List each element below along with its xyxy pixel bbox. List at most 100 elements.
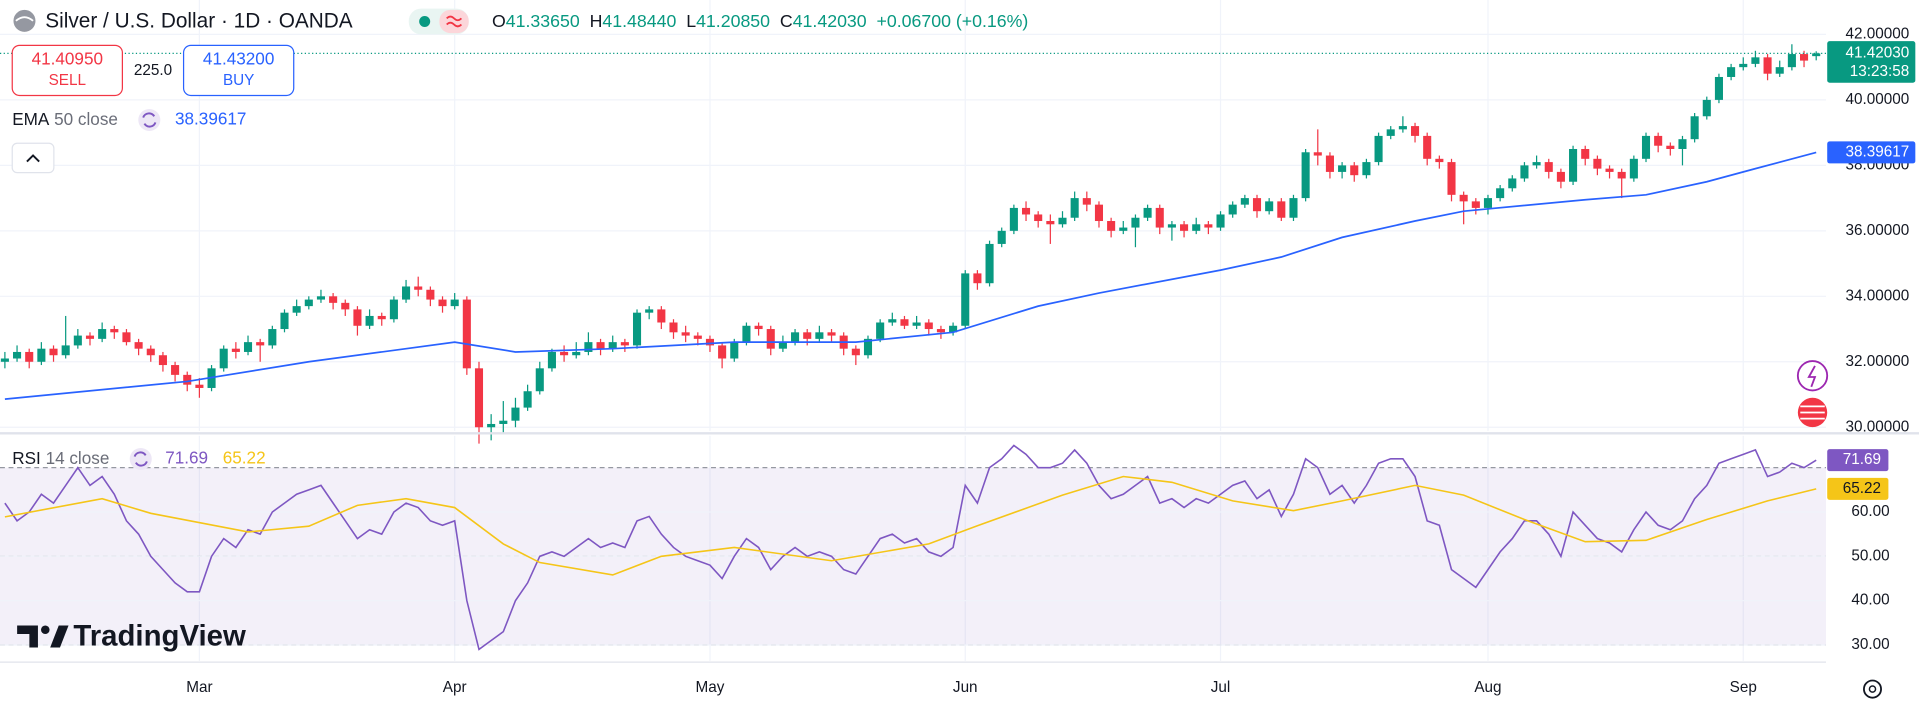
- candle-body: [560, 351, 569, 356]
- candle-body: [620, 342, 629, 346]
- candle-body: [936, 329, 945, 333]
- candle-body: [1325, 155, 1334, 172]
- settings-icon[interactable]: [1863, 679, 1882, 699]
- candle-body: [231, 348, 240, 352]
- candle-body: [997, 230, 1006, 244]
- ema-settings-icon[interactable]: [138, 108, 161, 132]
- x-tick-label: Jul: [1211, 679, 1231, 696]
- candle-body: [1544, 162, 1553, 172]
- y-tick-label: 32.00000: [1845, 353, 1909, 370]
- candle-body: [900, 319, 909, 326]
- buy-price[interactable]: 41.43200: [203, 49, 274, 69]
- candle-body: [1374, 135, 1383, 163]
- candle-body: [1714, 76, 1723, 100]
- ohlc-value: 41.48440: [602, 11, 676, 31]
- candle-body: [1447, 162, 1456, 195]
- collapse-button[interactable]: [11, 142, 55, 174]
- candle-body: [353, 309, 362, 326]
- candle-body: [85, 335, 95, 339]
- candle-body: [61, 345, 70, 356]
- candle-body: [1252, 198, 1262, 212]
- candle-body: [754, 325, 763, 330]
- candle-body: [256, 342, 265, 346]
- candle-body: [462, 299, 471, 369]
- brand-logo[interactable]: TradingView: [17, 619, 246, 652]
- candle-body: [1058, 217, 1067, 225]
- candle-body: [329, 296, 338, 303]
- rsi-settings-icon[interactable]: [129, 447, 152, 471]
- symbol-title[interactable]: Silver / U.S. Dollar · 1D · OANDA: [45, 10, 353, 33]
- candle-body: [1727, 67, 1736, 77]
- candle-body: [973, 273, 982, 284]
- candle-body: [389, 299, 398, 320]
- candle-body: [876, 322, 885, 339]
- candle-body: [1094, 204, 1104, 222]
- candle-body: [1350, 165, 1359, 176]
- ema-value: 38.39617: [175, 109, 246, 129]
- y-tick-label: 34.00000: [1845, 287, 1909, 304]
- ohlc-value: 41.33650: [506, 11, 580, 31]
- candle-body: [316, 296, 326, 300]
- rsi-tick-label: 40.00: [1851, 592, 1889, 609]
- candle-body: [1617, 171, 1626, 179]
- candle-body: [1180, 224, 1189, 231]
- x-tick-label: May: [696, 679, 725, 696]
- candle-body: [1143, 207, 1152, 218]
- ema-pill: [1827, 141, 1916, 164]
- candle-body: [304, 299, 313, 307]
- rsi-value: 71.69: [165, 448, 208, 468]
- marks-layer: [0, 44, 1826, 651]
- candle-body: [985, 243, 994, 284]
- labels-layer: Mar Apr May Jun Jul Aug Sep 30.00000 32.00000 34.…: [186, 25, 1916, 696]
- rsi-name: RSI: [12, 448, 41, 468]
- candle-body: [1265, 201, 1274, 212]
- candle-body: [1082, 198, 1091, 205]
- change: +0.06700 (+0.16%): [876, 11, 1028, 31]
- candle-body: [1289, 198, 1298, 218]
- candle-body: [912, 322, 921, 326]
- sell-label[interactable]: SELL: [49, 72, 86, 89]
- rsi-ma-value: 65.22: [223, 448, 266, 468]
- candle-body: [1569, 148, 1578, 182]
- candle-body: [450, 299, 459, 307]
- last-price-pill: [1827, 41, 1916, 83]
- candle-body: [608, 342, 617, 349]
- logo-dot: [40, 625, 50, 635]
- candle-body: [1605, 168, 1614, 172]
- buy-button[interactable]: 41.43200 BUY: [182, 44, 295, 97]
- candle-body: [1398, 126, 1407, 130]
- candle-body: [25, 351, 34, 362]
- candle-body: [1641, 135, 1651, 159]
- candle-body: [438, 299, 447, 307]
- candle-body: [791, 332, 800, 343]
- countdown-label: 13:23:58: [1850, 63, 1909, 80]
- candle-body: [1508, 178, 1517, 189]
- logo-mark: [17, 625, 38, 648]
- candle-body: [1362, 162, 1371, 176]
- x-tick-label: Jun: [953, 679, 978, 696]
- ema-legend[interactable]: EMA 50 close: [12, 109, 118, 129]
- rsi-params: 14 close: [46, 448, 110, 468]
- sell-price[interactable]: 41.40950: [32, 49, 103, 69]
- rsi-line: [4, 444, 1817, 651]
- sell-button[interactable]: 41.40950 SELL: [11, 44, 123, 97]
- candle-body: [1763, 57, 1772, 74]
- x-tick-label: Sep: [1730, 679, 1757, 696]
- rsi-tick-label: 60.00: [1851, 503, 1889, 520]
- buy-box[interactable]: [182, 44, 295, 97]
- rsi-legend[interactable]: RSI 14 close: [12, 448, 109, 468]
- candle-body: [827, 332, 836, 336]
- rsi-ma-line: [4, 475, 1817, 576]
- country-icon-detail: [1800, 405, 1825, 420]
- ohlc-label: L: [686, 11, 696, 31]
- candle-body: [572, 351, 581, 356]
- candle-body: [1532, 162, 1541, 166]
- candle-body: [195, 384, 204, 388]
- sell-box[interactable]: [11, 44, 123, 97]
- event-icon[interactable]: [1796, 360, 1829, 392]
- candle-body: [0, 358, 9, 362]
- settings-icon-center: [1868, 685, 1877, 693]
- market-open-dot: [419, 15, 431, 27]
- buy-label[interactable]: BUY: [223, 72, 254, 89]
